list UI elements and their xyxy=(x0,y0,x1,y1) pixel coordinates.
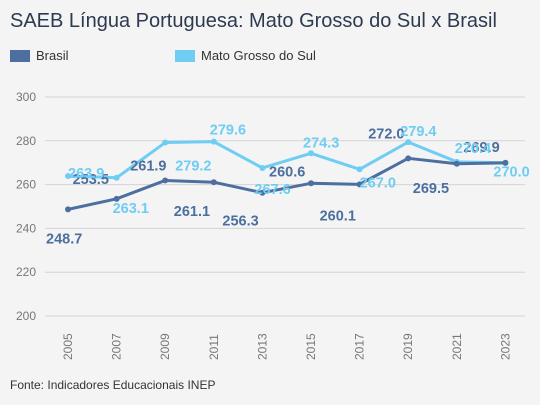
point-brasil-2015 xyxy=(308,180,314,187)
y-tick-label-220: 220 xyxy=(16,265,36,279)
point-brasil-2007 xyxy=(113,195,120,202)
y-tick-label-200: 200 xyxy=(16,309,36,323)
point-brasil-2023 xyxy=(502,159,509,166)
chart-legend: Brasil Mato Grosso do Sul xyxy=(0,48,540,68)
x-tick-label-2017: 2017 xyxy=(353,333,367,360)
data-label-brasil-2023: 269.9 xyxy=(463,140,499,156)
data-label-ms-2005: 263.9 xyxy=(68,166,104,182)
data-label-ms-2021: 270.4 xyxy=(455,141,491,157)
data-label-brasil-2017: 260.1 xyxy=(320,208,356,224)
point-brasil-2005 xyxy=(65,206,71,213)
data-label-brasil-2007: 253.5 xyxy=(73,172,109,188)
data-label-ms-2015: 274.3 xyxy=(303,135,339,151)
point-brasil-2019 xyxy=(405,155,412,162)
x-tick-label-2009: 2009 xyxy=(158,333,172,360)
point-brasil-2011 xyxy=(210,179,217,186)
x-tick-label-2015: 2015 xyxy=(304,333,318,360)
data-label-ms-2009: 279.2 xyxy=(175,159,211,175)
data-label-brasil-2021: 269.5 xyxy=(413,181,449,197)
point-ms-2011 xyxy=(210,138,217,145)
data-label-brasil-2013: 256.3 xyxy=(222,214,258,230)
x-tick-label-2023: 2023 xyxy=(498,333,512,360)
x-tick-label-2013: 2013 xyxy=(255,333,269,360)
data-label-ms-2019: 279.4 xyxy=(400,124,436,140)
source-note: Fonte: Indicadores Educacionais INEP xyxy=(10,378,216,392)
legend-item-brasil: Brasil xyxy=(10,48,69,63)
data-label-ms-2017: 267.0 xyxy=(360,175,396,191)
data-label-brasil-2019: 272.0 xyxy=(368,126,404,142)
point-ms-2019 xyxy=(405,139,412,146)
data-label-brasil-2005: 248.7 xyxy=(46,231,82,247)
x-tick-label-2019: 2019 xyxy=(401,333,415,360)
point-ms-2013 xyxy=(259,164,266,171)
legend-label-ms: Mato Grosso do Sul xyxy=(201,48,316,63)
data-label-ms-2007: 263.1 xyxy=(113,201,149,217)
data-label-ms-2013: 267.6 xyxy=(254,182,290,198)
point-brasil-2017 xyxy=(356,181,363,188)
y-tick-label-300: 300 xyxy=(16,90,36,104)
legend-swatch-brasil xyxy=(10,49,30,62)
legend-label-brasil: Brasil xyxy=(36,48,69,63)
point-ms-2007 xyxy=(113,174,120,181)
point-ms-2015 xyxy=(308,150,314,157)
point-ms-2017 xyxy=(356,166,363,173)
legend-swatch-ms xyxy=(175,49,195,62)
point-ms-2005 xyxy=(65,173,71,180)
series-line-brasil xyxy=(67,156,506,211)
x-tick-label-2005: 2005 xyxy=(61,333,75,360)
data-label-brasil-2009: 261.9 xyxy=(130,158,166,174)
x-tick-label-2007: 2007 xyxy=(110,333,124,360)
point-brasil-2013 xyxy=(259,189,266,196)
y-tick-label-260: 260 xyxy=(16,178,36,192)
x-tick-label-2011: 2011 xyxy=(207,334,221,360)
point-brasil-2021 xyxy=(453,160,460,167)
y-tick-label-280: 280 xyxy=(16,134,36,148)
legend-item-ms: Mato Grosso do Sul xyxy=(175,48,316,63)
series-line-ms xyxy=(67,140,506,180)
point-brasil-2009 xyxy=(162,177,169,184)
data-label-brasil-2015: 260.6 xyxy=(269,164,305,180)
point-ms-2009 xyxy=(162,139,169,146)
data-label-brasil-2011: 261.1 xyxy=(174,204,210,220)
y-tick-label-240: 240 xyxy=(16,221,36,235)
x-tick-label-2021: 2021 xyxy=(450,333,464,360)
data-label-ms-2023: 270.0 xyxy=(493,165,529,181)
chart-title: SAEB Língua Portuguesa: Mato Grosso do S… xyxy=(10,10,497,32)
data-label-ms-2011: 279.6 xyxy=(210,123,246,139)
